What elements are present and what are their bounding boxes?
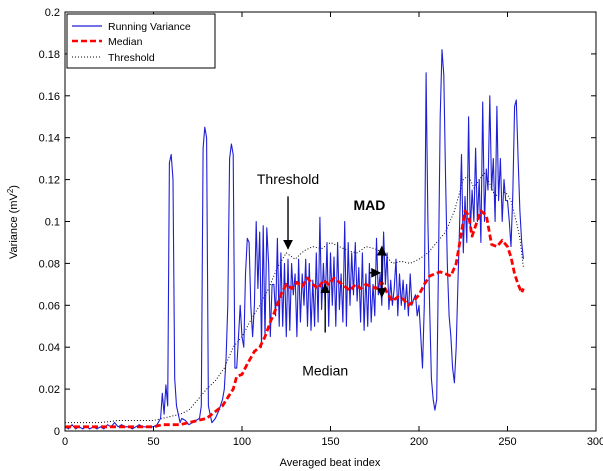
x-tick-label: 150 bbox=[321, 436, 339, 448]
legend-label-running-variance: Running Variance bbox=[108, 21, 191, 33]
y-tick-label: 0.18 bbox=[39, 49, 60, 61]
y-tick-label: 0 bbox=[54, 426, 60, 438]
legend-box bbox=[66, 13, 216, 69]
y-tick-label: 0.2 bbox=[45, 7, 60, 19]
annotation-threshold-label: Threshold bbox=[257, 171, 319, 187]
x-tick-label: 200 bbox=[410, 436, 428, 448]
x-tick-label: 50 bbox=[147, 436, 159, 448]
x-tick-label: 250 bbox=[498, 436, 516, 448]
plot-area: 0 50 100 150 200 250 300 0 0.02 0.04 0.06 0.08 0.1 0.… bbox=[39, 7, 603, 448]
y-tick-label: 0.04 bbox=[39, 342, 60, 354]
x-axis-label: Averaged beat index bbox=[280, 457, 381, 469]
y-axis-label-superscript: 2 bbox=[6, 188, 15, 193]
y-axis-label-close: ) bbox=[8, 185, 20, 189]
annotation-median-label: Median bbox=[302, 362, 348, 378]
y-tick-label: 0.06 bbox=[39, 300, 60, 312]
annotations: Threshold MAD Median bbox=[257, 171, 387, 378]
legend: Running Variance Median Threshold bbox=[66, 13, 216, 69]
y-tick-label: 0.02 bbox=[39, 384, 60, 396]
y-tick-label: 0.12 bbox=[39, 175, 60, 187]
y-tick-label: 0.14 bbox=[39, 133, 60, 145]
y-tick-label: 0.1 bbox=[45, 217, 60, 229]
y-axis-label-main: Variance (mV bbox=[8, 192, 20, 258]
x-tick-label: 100 bbox=[233, 436, 251, 448]
axis-ticks: 0 50 100 150 200 250 300 0 0.02 0.04 0.06 0.08 0.1 0.… bbox=[39, 7, 603, 448]
x-tick-label: 300 bbox=[587, 436, 603, 448]
y-tick-label: 0.08 bbox=[39, 258, 60, 270]
legend-label-median: Median bbox=[108, 36, 143, 48]
series-line-threshold bbox=[65, 172, 524, 424]
plot-frame bbox=[64, 11, 597, 432]
y-axis-label: Variance (mV2) bbox=[6, 185, 21, 259]
series-line-median bbox=[65, 209, 525, 429]
x-tick-label: 0 bbox=[62, 436, 68, 448]
y-tick-label: 0.16 bbox=[39, 91, 60, 103]
legend-label-threshold: Threshold bbox=[108, 52, 155, 64]
annotation-mad-label: MAD bbox=[353, 197, 385, 213]
